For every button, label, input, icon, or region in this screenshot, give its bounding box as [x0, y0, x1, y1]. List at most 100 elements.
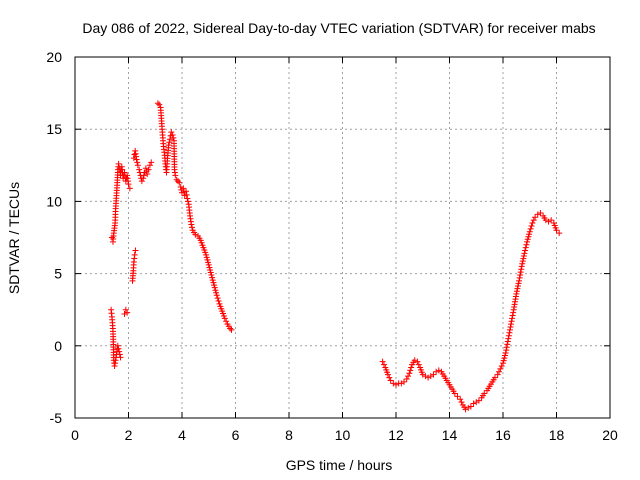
data-point	[398, 380, 405, 387]
data-point	[522, 247, 529, 254]
data-point	[126, 185, 133, 192]
data-point	[228, 326, 235, 333]
data-point	[213, 289, 220, 296]
x-tick-label: 16	[495, 427, 511, 443]
data-point	[519, 258, 526, 265]
data-point	[144, 170, 151, 177]
data-point	[379, 358, 386, 365]
data-point	[384, 371, 391, 378]
data-point	[518, 263, 525, 270]
x-tick-label: 20	[602, 427, 618, 443]
data-point	[530, 217, 537, 224]
data-point	[500, 360, 506, 367]
data-point	[180, 185, 187, 192]
data-point	[433, 368, 440, 375]
data-point	[176, 179, 183, 186]
data-point	[192, 231, 199, 238]
data-point	[156, 101, 163, 108]
data-point	[173, 176, 180, 183]
data-point	[177, 183, 184, 190]
data-point	[458, 399, 465, 406]
data-point	[203, 251, 210, 258]
data-point	[168, 129, 175, 136]
y-tick-label: 0	[54, 338, 62, 354]
data-point	[502, 350, 509, 357]
data-point	[115, 345, 122, 352]
data-point	[124, 309, 131, 316]
data-point	[131, 251, 138, 258]
data-point	[532, 214, 539, 221]
data-point	[473, 399, 480, 406]
data-point	[166, 139, 173, 146]
data-point	[214, 295, 221, 302]
data-point	[507, 324, 514, 331]
data-point	[422, 373, 429, 380]
data-point	[475, 397, 482, 404]
data-point	[503, 344, 510, 351]
data-point	[510, 309, 517, 316]
data-point	[519, 260, 526, 267]
data-point	[497, 365, 504, 372]
data-point	[206, 264, 213, 271]
data-point	[517, 272, 524, 279]
data-point	[505, 332, 512, 339]
data-point	[509, 312, 516, 319]
y-tick-label: 20	[46, 49, 62, 65]
data-point	[170, 134, 177, 141]
data-point	[406, 370, 413, 377]
data-point	[518, 266, 525, 273]
data-point	[184, 195, 191, 202]
data-point	[504, 338, 511, 345]
data-point	[517, 269, 524, 276]
data-point	[415, 361, 422, 368]
data-point	[425, 374, 432, 381]
data-point	[136, 166, 143, 173]
y-tick-label: 10	[46, 193, 62, 209]
data-point	[553, 227, 560, 234]
data-point	[515, 280, 522, 287]
data-point	[210, 279, 217, 286]
data-point	[525, 233, 532, 240]
data-point	[174, 178, 181, 185]
data-point	[145, 166, 152, 173]
data-point	[516, 277, 523, 284]
x-tick-label: 8	[285, 427, 293, 443]
data-point	[134, 162, 141, 169]
data-point	[172, 172, 179, 179]
x-tick-label: 4	[178, 427, 186, 443]
data-point	[545, 218, 552, 225]
data-point	[505, 335, 512, 342]
data-point	[185, 198, 192, 205]
data-point	[537, 209, 544, 216]
data-point	[491, 374, 498, 381]
x-tick-label: 10	[335, 427, 351, 443]
data-point	[183, 191, 190, 198]
data-point	[208, 272, 215, 279]
x-tick-label: 18	[549, 427, 565, 443]
data-point	[132, 247, 139, 254]
data-point	[500, 357, 507, 364]
x-tick-label: 14	[442, 427, 458, 443]
data-point	[386, 374, 393, 381]
data-point	[502, 352, 509, 359]
data-point	[207, 266, 214, 273]
data-point	[212, 287, 219, 294]
data-point	[542, 217, 549, 224]
data-point	[165, 142, 172, 149]
data-point	[111, 363, 118, 370]
data-point	[125, 181, 132, 188]
data-point	[188, 221, 195, 228]
data-point	[467, 403, 474, 410]
data-point	[509, 315, 516, 322]
data-point	[142, 165, 149, 172]
data-point	[115, 160, 122, 167]
data-points	[108, 100, 563, 413]
data-point	[121, 311, 128, 318]
data-point	[527, 225, 534, 232]
data-point	[520, 252, 527, 259]
data-point	[390, 380, 397, 387]
data-point	[209, 277, 216, 284]
data-point	[405, 373, 412, 380]
data-point	[207, 269, 214, 276]
